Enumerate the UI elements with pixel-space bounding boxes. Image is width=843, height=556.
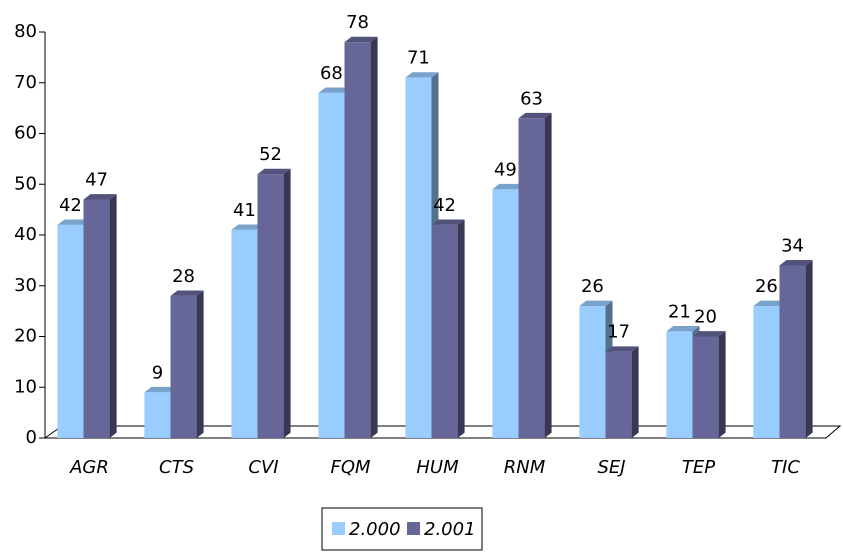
bar (605, 351, 632, 438)
y-tick-label: 80 (14, 21, 37, 42)
bar (170, 295, 197, 438)
floor (43, 425, 842, 439)
data-label: 26 (581, 276, 604, 297)
y-tick-label: 60 (14, 123, 37, 144)
y-tick-label: 70 (14, 72, 37, 93)
data-label: 20 (694, 307, 717, 328)
x-tick-label: TEP (682, 457, 715, 478)
data-label: 49 (494, 159, 517, 180)
bar-top (431, 219, 465, 225)
bar-side (544, 112, 552, 438)
bar (57, 224, 84, 438)
bar (231, 229, 258, 438)
x-tick-label: HUM (416, 457, 459, 478)
bar (492, 189, 519, 438)
bar (344, 42, 371, 439)
bar-top (518, 112, 552, 119)
data-label: 71 (407, 48, 430, 69)
bar-top (83, 194, 117, 200)
data-label: 9 (152, 362, 163, 383)
bar-top (779, 260, 813, 266)
bar (318, 92, 345, 439)
bar-top (318, 87, 352, 93)
x-tick-label: SEJ (597, 457, 625, 478)
y-tick-label: 20 (14, 326, 37, 347)
bar-top (344, 36, 378, 43)
bar-top (492, 183, 526, 190)
data-label: 68 (320, 63, 343, 84)
x-tick-label: RNM (504, 457, 546, 478)
data-label: 28 (172, 266, 195, 287)
bar-top (57, 219, 91, 225)
bar (779, 265, 806, 438)
y-tick-label: 50 (14, 173, 37, 194)
bar-side (370, 36, 378, 438)
bar-top (170, 290, 204, 296)
bar-top (144, 386, 178, 393)
bar (579, 306, 606, 438)
bar-top (257, 168, 291, 175)
bar-side (283, 168, 291, 438)
data-label: 78 (346, 12, 369, 33)
x-tick-label: TIC (771, 457, 800, 478)
legend-label: 2.001 (424, 519, 476, 540)
bar-top (405, 72, 439, 78)
bar (518, 118, 545, 439)
bar-side (631, 346, 639, 438)
x-tick-label: CTS (159, 457, 194, 478)
data-label: 21 (668, 301, 691, 322)
bar (692, 336, 719, 438)
bar-top (231, 224, 265, 230)
x-tick-label: AGR (69, 457, 109, 478)
legend-box (321, 507, 483, 551)
legend-label: 2.000 (349, 519, 401, 540)
bar-top (605, 346, 639, 352)
x-tick-label: CVI (248, 457, 278, 478)
data-label: 17 (607, 322, 630, 343)
y-tick-label: 0 (26, 427, 37, 448)
legend-swatch (332, 522, 345, 535)
bar-side (718, 331, 726, 438)
x-tick-label: FQM (330, 457, 371, 478)
bar (753, 306, 780, 438)
bar-side (805, 260, 813, 438)
data-label: 42 (59, 195, 82, 216)
data-label: 41 (233, 200, 256, 221)
bar-top (579, 300, 613, 307)
bar (257, 174, 284, 438)
bar-side (109, 194, 117, 438)
bar-top (666, 326, 700, 332)
bar-top (692, 331, 726, 337)
data-label: 63 (520, 88, 543, 109)
data-label: 47 (85, 169, 108, 190)
y-tick-label: 40 (14, 224, 37, 245)
data-label: 52 (259, 144, 282, 165)
y-tick-label: 10 (14, 376, 37, 397)
bar (83, 199, 110, 438)
bar (405, 77, 432, 439)
bar (431, 224, 458, 438)
bar (666, 331, 693, 438)
bar (144, 392, 171, 438)
bar-top (753, 300, 787, 307)
data-label: 26 (755, 276, 778, 297)
y-tick-label: 30 (14, 275, 37, 296)
legend-swatch (407, 522, 420, 535)
bar-side (457, 219, 465, 438)
data-label: 42 (433, 195, 456, 216)
bar-side (196, 290, 204, 438)
data-label: 34 (781, 235, 804, 256)
